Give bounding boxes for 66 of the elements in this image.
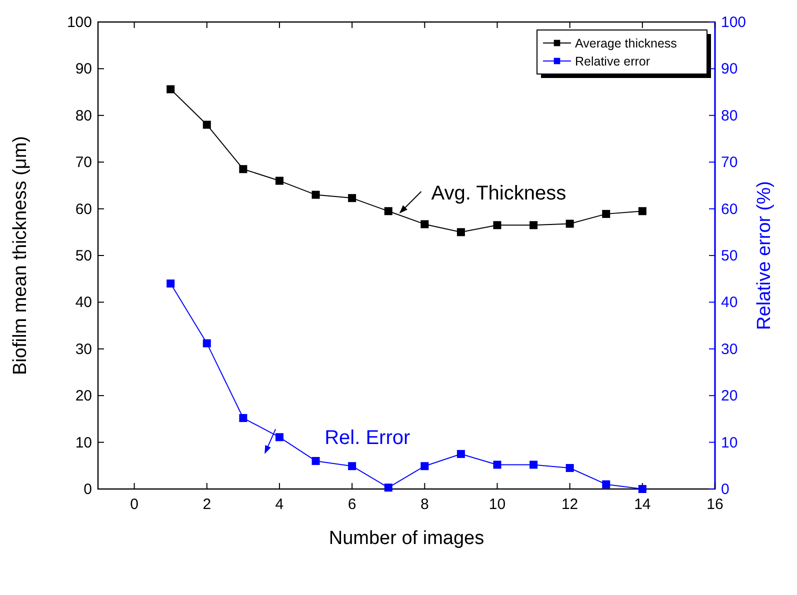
point xyxy=(239,414,248,422)
y-axis-title: Biofilm mean thickness (μm) xyxy=(10,136,31,376)
point xyxy=(602,480,610,488)
point xyxy=(166,85,175,94)
y2-tick-label: 70 xyxy=(721,154,738,172)
point xyxy=(312,190,320,199)
y-tick-label: 70 xyxy=(75,154,92,172)
point xyxy=(602,210,610,218)
point xyxy=(638,207,646,216)
point xyxy=(275,433,284,442)
point xyxy=(384,484,392,492)
y2-tick-label: 60 xyxy=(721,200,738,218)
annotation: Avg. Thickness xyxy=(431,182,566,204)
x-tick-label: 2 xyxy=(202,496,212,513)
point xyxy=(384,207,392,216)
y2-tick-label: 80 xyxy=(721,107,738,124)
point xyxy=(566,464,574,472)
y2-tick-label: 100 xyxy=(721,14,746,31)
point xyxy=(348,194,356,202)
x-tick-label: 6 xyxy=(348,496,356,513)
annotation: Rel. Error xyxy=(324,426,410,449)
y2-tick-label: 50 xyxy=(721,248,738,264)
point xyxy=(312,456,320,465)
x-tick-label: 0 xyxy=(130,496,138,513)
point xyxy=(638,485,646,493)
point xyxy=(566,220,574,228)
x-tick-label: 12 xyxy=(561,496,578,513)
point xyxy=(456,228,465,236)
point xyxy=(166,280,175,288)
y-tick-label: 20 xyxy=(75,388,92,405)
y-tick-label: 0 xyxy=(84,481,92,498)
point xyxy=(420,220,429,228)
legend-label: Relative error xyxy=(575,54,650,68)
point xyxy=(239,165,248,174)
y-tick-label: 80 xyxy=(75,107,92,124)
point xyxy=(493,221,502,230)
point xyxy=(530,221,538,230)
x-tick-label: 16 xyxy=(706,496,724,513)
x-tick-label: 14 xyxy=(634,496,651,513)
point xyxy=(456,450,465,458)
y2-tick-label: 30 xyxy=(721,340,738,358)
x-tick-label: 10 xyxy=(488,496,506,513)
point xyxy=(493,460,502,469)
y-tick-label: 10 xyxy=(75,434,92,452)
y2-axis-title: Relative error (%) xyxy=(754,181,775,330)
legend-label: Average thickness xyxy=(575,36,677,50)
y2-tick-label: 10 xyxy=(721,434,738,452)
x-tick-label: 4 xyxy=(275,496,284,513)
y2-tick-label: 0 xyxy=(721,481,730,498)
x-tick-label: 8 xyxy=(420,496,429,513)
y-tick-label: 90 xyxy=(75,60,92,78)
point xyxy=(530,460,538,469)
point xyxy=(420,462,429,470)
y-tick-label: 30 xyxy=(75,340,92,358)
point xyxy=(202,339,211,348)
y2-tick-label: 40 xyxy=(721,294,738,312)
point xyxy=(348,462,356,470)
point xyxy=(275,176,284,185)
x-axis-title: Number of images xyxy=(328,528,484,549)
y2-tick-label: 90 xyxy=(721,60,738,78)
y-tick-label: 60 xyxy=(75,200,92,218)
y2-tick-label: 20 xyxy=(721,388,738,405)
y-tick-label: 50 xyxy=(75,248,92,264)
y-tick-label: 40 xyxy=(75,294,92,312)
y-tick-label: 100 xyxy=(66,14,92,31)
point xyxy=(202,120,211,129)
